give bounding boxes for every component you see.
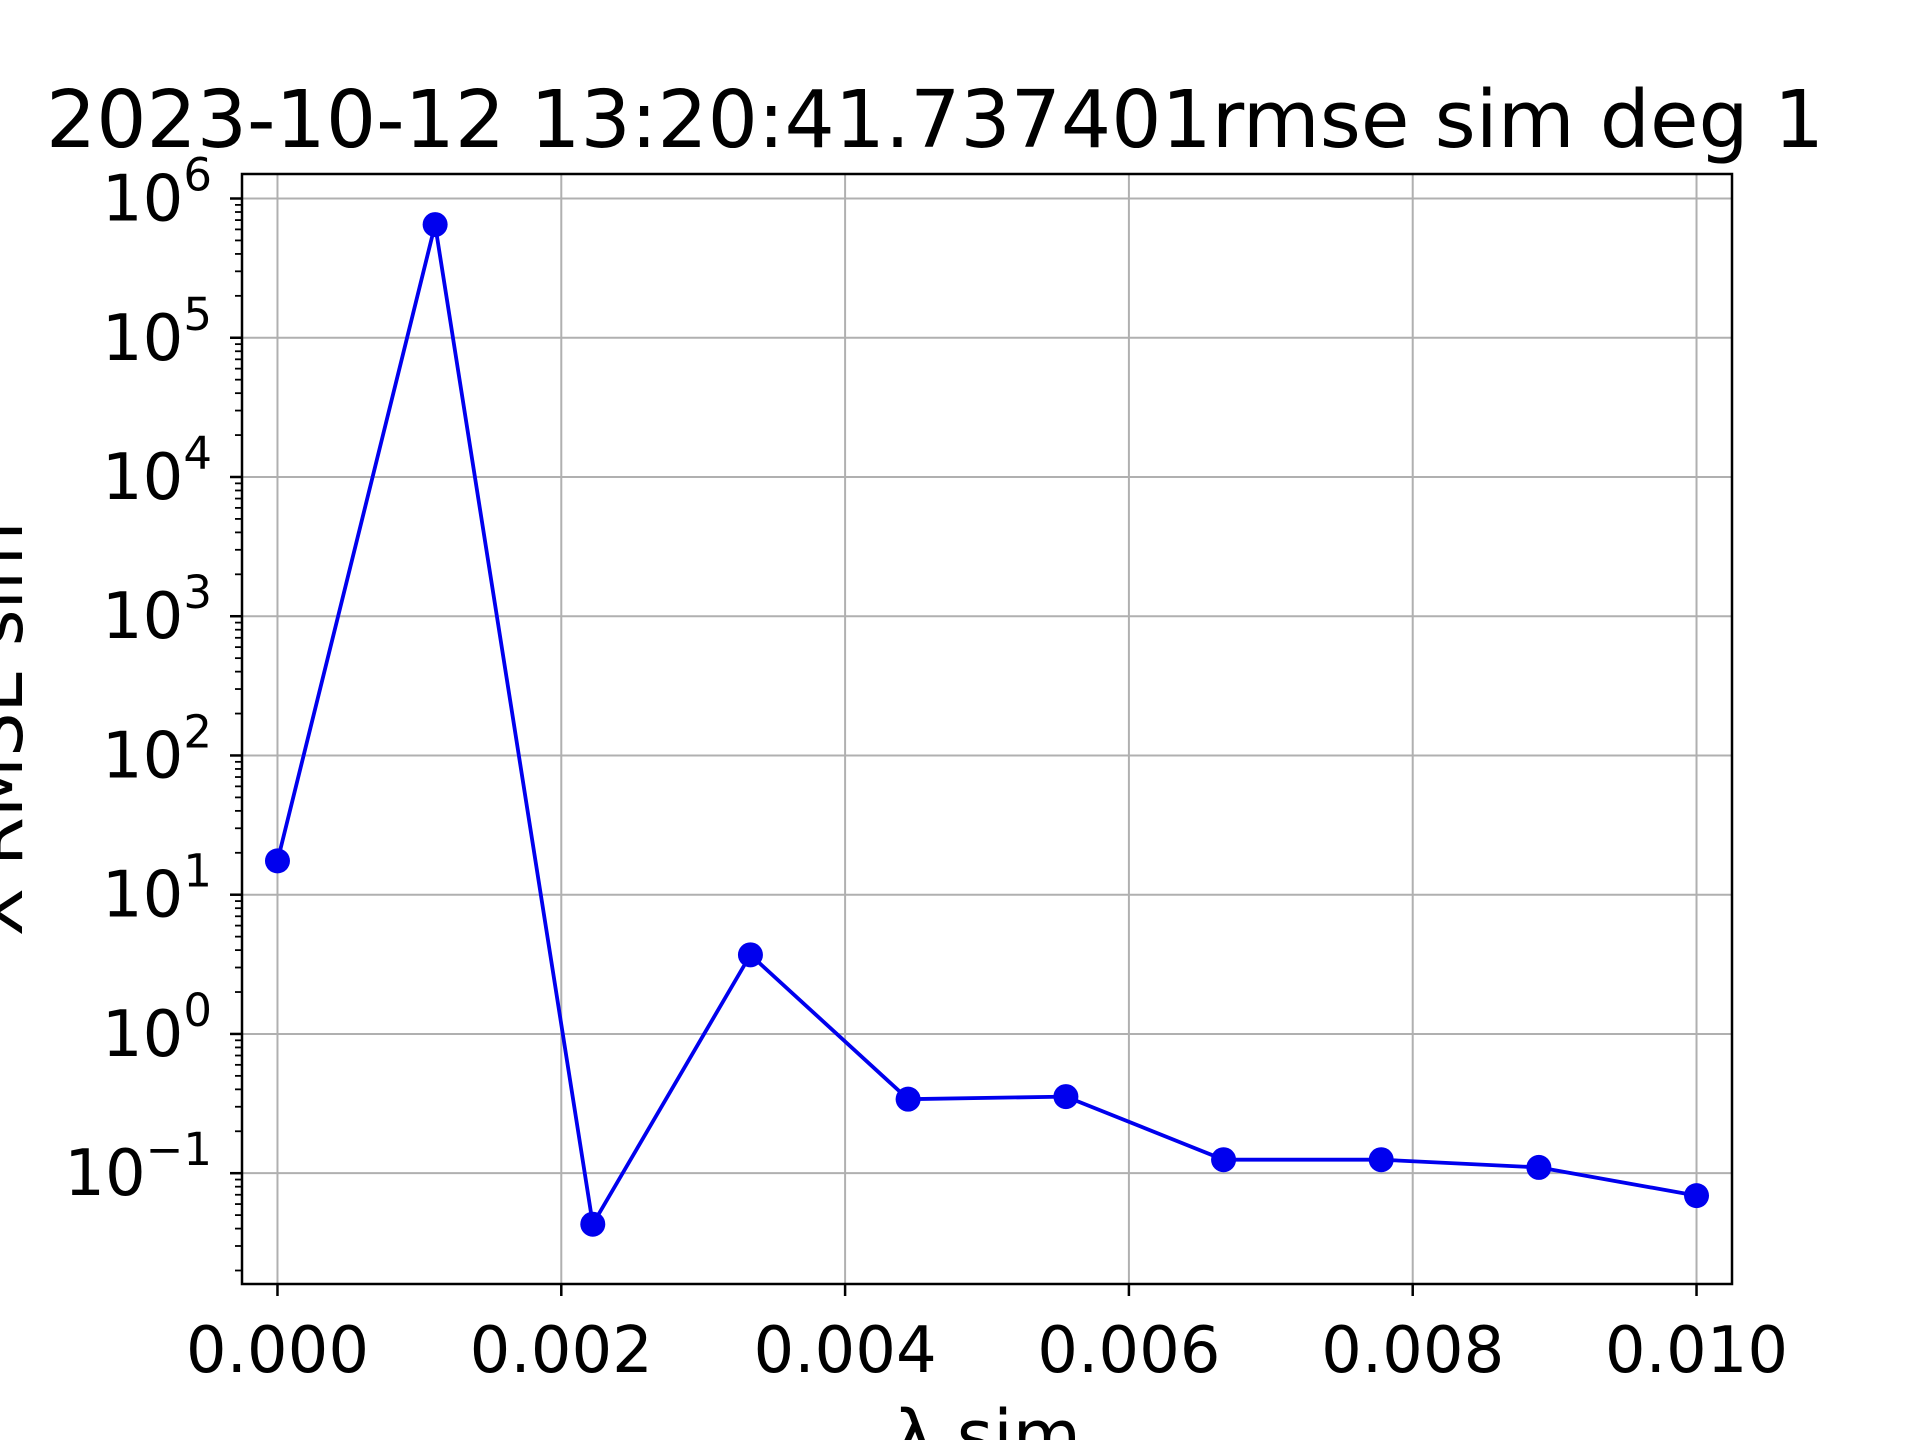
- x-axis-ticks: 0.000 0.002 0.004 0.006 0.008 0.010: [186, 1284, 1788, 1388]
- data-point: [580, 1211, 606, 1237]
- data-point: [422, 212, 448, 238]
- data-point: [737, 942, 763, 968]
- y-axis-label: X RMSE sim: [0, 522, 39, 936]
- y-tick-label: 103: [102, 566, 212, 654]
- data-point: [1053, 1084, 1079, 1110]
- x-tick-label: 0.004: [753, 1314, 936, 1388]
- y-tick-label: 102: [102, 705, 212, 793]
- grid: [242, 174, 1732, 1284]
- y-tick-label: 101: [102, 845, 212, 933]
- x-tick-label: 0.002: [470, 1314, 653, 1388]
- series-line: [275, 222, 1697, 1227]
- x-tick-label: 0.006: [1037, 1314, 1220, 1388]
- x-axis-label: λ sim: [893, 1395, 1081, 1440]
- series-points: [264, 212, 1710, 1237]
- data-point: [895, 1086, 921, 1112]
- series-lines: [275, 222, 1697, 1227]
- data-point: [1368, 1147, 1394, 1173]
- data-point: [1211, 1147, 1237, 1173]
- data-point: [1684, 1183, 1710, 1209]
- chart-title: 2023-10-12 13:20:41.737401rmse sim deg 1: [46, 74, 1824, 166]
- y-axis-ticks: 10−1 100 101 102 103 104 105 106: [64, 149, 242, 1211]
- plot-frame: [240, 172, 1734, 1286]
- x-tick-label: 0.008: [1321, 1314, 1504, 1388]
- y-tick-label: 10−1: [64, 1123, 212, 1211]
- x-tick-label: 0.010: [1605, 1314, 1788, 1388]
- x-tick-label: 0.000: [186, 1314, 369, 1388]
- data-point: [1526, 1154, 1552, 1180]
- y-tick-label: 106: [102, 149, 212, 237]
- y-tick-label: 104: [102, 427, 212, 515]
- y-tick-label: 105: [102, 288, 212, 376]
- data-point: [264, 848, 290, 874]
- y-tick-label: 100: [102, 984, 212, 1072]
